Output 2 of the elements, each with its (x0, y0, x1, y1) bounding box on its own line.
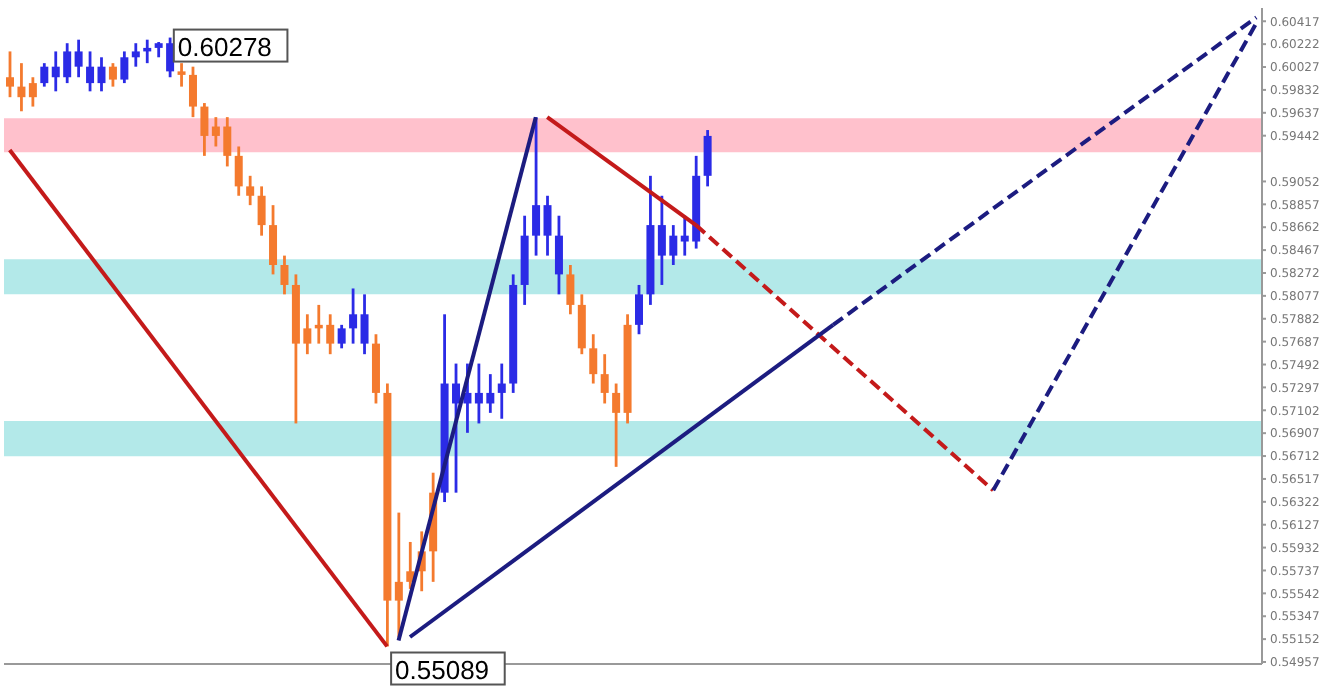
annotation: 0.55089 (395, 654, 490, 685)
annotation: 0.60278 (177, 31, 272, 62)
